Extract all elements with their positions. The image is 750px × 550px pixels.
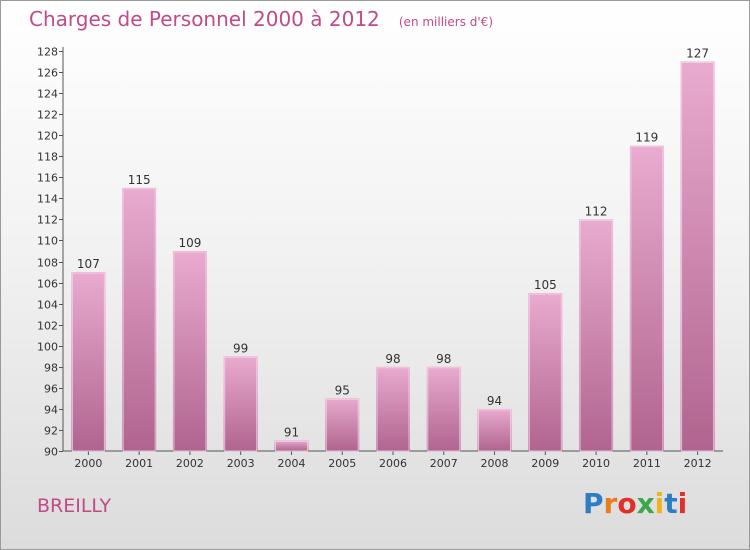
bar-2000 — [71, 272, 106, 451]
brand-letter: t — [664, 487, 678, 520]
x-tick-label: 2012 — [684, 457, 712, 470]
y-tick-label: 116 — [37, 172, 58, 185]
bar-2001 — [122, 187, 157, 451]
y-tick-label: 128 — [37, 46, 58, 59]
bar-highlight — [478, 409, 512, 452]
x-tick-label: 2006 — [379, 457, 407, 470]
data-label: 115 — [128, 173, 151, 187]
y-tick-label: 92 — [44, 425, 58, 438]
brand-letter: i — [654, 487, 665, 520]
data-label: 109 — [178, 236, 201, 250]
data-label: 91 — [284, 425, 299, 439]
y-tick-label: 100 — [37, 341, 58, 354]
y-tick-label: 120 — [37, 130, 58, 143]
data-label: 112 — [585, 204, 608, 218]
bar-2002 — [172, 251, 207, 451]
y-tick-label: 90 — [44, 446, 58, 459]
y-tick-label: 118 — [37, 151, 58, 164]
bar-highlight — [71, 272, 105, 452]
x-tick-label: 2009 — [531, 457, 559, 470]
brand-letter: x — [636, 487, 655, 520]
bar-2004 — [274, 440, 309, 451]
chart-subtitle: (en milliers d'€) — [398, 15, 493, 29]
bar-highlight — [122, 188, 156, 452]
data-label: 119 — [635, 131, 658, 145]
data-label: 95 — [335, 383, 350, 397]
brand-letter: i — [677, 487, 688, 520]
y-tick-label: 108 — [37, 257, 58, 270]
x-tick-label: 2005 — [328, 457, 356, 470]
x-tick-label: 2000 — [74, 457, 102, 470]
data-labels: 107 115 109 99 91 95 98 98 94 105 112 119 127 — [77, 47, 709, 440]
bar-highlight — [376, 367, 410, 452]
data-label: 99 — [233, 341, 248, 355]
y-tick-label: 94 — [44, 404, 58, 417]
brand-logo: Proxiti — [583, 487, 687, 520]
data-label: 105 — [534, 278, 557, 292]
y-tick-label: 104 — [37, 299, 58, 312]
y-tick-label: 114 — [37, 193, 58, 206]
y-tick-label: 112 — [37, 214, 58, 227]
data-label: 94 — [487, 394, 502, 408]
data-label: 98 — [436, 352, 451, 366]
brand-letter: o — [617, 487, 637, 520]
y-tick-label: 98 — [44, 362, 58, 375]
x-tick-label: 2008 — [481, 457, 509, 470]
x-tick-label: 2007 — [430, 457, 458, 470]
bar-2005 — [325, 398, 360, 451]
x-tick-label: 2002 — [176, 457, 204, 470]
bars — [71, 61, 715, 452]
bar-highlight — [681, 62, 715, 452]
bar-2012 — [680, 61, 715, 452]
bar-highlight — [224, 356, 258, 452]
bar-highlight — [274, 440, 308, 452]
bar-highlight — [427, 367, 461, 452]
y-tick-label: 96 — [44, 383, 58, 396]
bar-2010 — [579, 219, 614, 451]
y-tick-label: 102 — [37, 320, 58, 333]
y-tick-label: 106 — [37, 278, 58, 291]
place-name: BREILLY — [37, 495, 112, 517]
x-tick-label: 2003 — [227, 457, 255, 470]
bar-2003 — [223, 356, 258, 451]
y-tick-label: 126 — [37, 67, 58, 80]
bar-2006 — [376, 366, 410, 451]
bar-highlight — [173, 251, 207, 452]
bar-highlight — [630, 146, 664, 452]
x-tick-label: 2001 — [125, 457, 153, 470]
data-label: 98 — [385, 352, 400, 366]
bar-2011 — [629, 145, 664, 451]
x-tick-label: 2010 — [582, 457, 610, 470]
bar-highlight — [528, 293, 562, 452]
data-label: 107 — [77, 257, 100, 271]
bar-highlight — [325, 398, 359, 452]
bar-2007 — [426, 366, 461, 451]
brand-letter: P — [583, 487, 604, 520]
axes: 90 92 94 96 98 100 102 104 106 108 110 112 114 116 118… — [37, 46, 723, 470]
bar-highlight — [579, 219, 613, 452]
title-row: Charges de Personnel 2000 à 2012 (en mil… — [29, 7, 493, 31]
x-tick-label: 2011 — [633, 457, 661, 470]
brand-letter: r — [603, 487, 618, 520]
x-tick-label: 2004 — [277, 457, 305, 470]
y-tick-label: 124 — [37, 88, 58, 101]
y-tick-label: 110 — [37, 235, 58, 248]
y-tick-label: 122 — [37, 109, 58, 122]
bar-2009 — [528, 293, 563, 451]
data-label: 127 — [686, 47, 709, 61]
bar-2008 — [477, 408, 512, 451]
chart-title: Charges de Personnel 2000 à 2012 — [29, 7, 380, 31]
